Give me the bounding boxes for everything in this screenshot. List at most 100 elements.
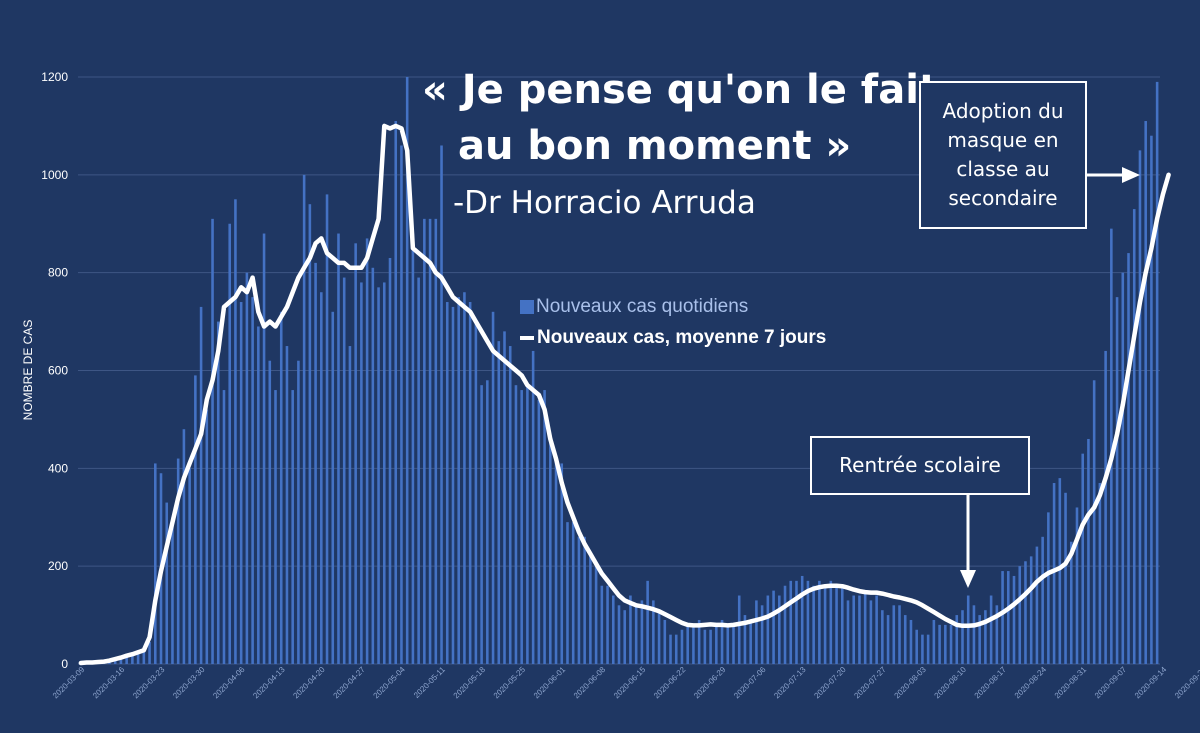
daily-cases-bar [863, 590, 867, 664]
daily-cases-bar [1110, 228, 1113, 664]
daily-cases-bar [382, 282, 386, 664]
quote-attribution: -Dr Horracio Arruda [453, 185, 756, 221]
daily-cases-bar [657, 610, 661, 664]
x-tick-label: 2020-06-01 [532, 665, 568, 701]
daily-cases-bar [709, 629, 712, 664]
y-tick-label: 400 [48, 461, 68, 475]
daily-cases-bar [1098, 483, 1102, 664]
x-tick-label: 2020-04-06 [211, 665, 247, 701]
daily-cases-bar [503, 331, 506, 664]
daily-cases-bar [1041, 536, 1044, 664]
daily-cases-bar [818, 580, 821, 664]
daily-cases-bar [1138, 150, 1142, 664]
daily-cases-bar [274, 390, 277, 664]
daily-cases-bar [909, 619, 913, 664]
daily-cases-bar [697, 619, 701, 664]
daily-cases-bar [262, 233, 266, 665]
daily-cases-bar [1064, 492, 1067, 664]
daily-cases-bar [1035, 546, 1039, 664]
daily-cases-bar [875, 595, 878, 664]
legend: Nouveaux cas quotidiens Nouveaux cas, mo… [520, 291, 826, 353]
daily-cases-bar [846, 600, 850, 664]
daily-cases-bar [606, 585, 609, 664]
y-axis-label: NOMBRE DE CAS [21, 320, 35, 421]
x-tick-label: 2020-08-17 [973, 665, 1009, 701]
daily-cases-bar [795, 580, 798, 664]
daily-cases-bar [400, 145, 403, 664]
daily-cases-bar [680, 629, 684, 664]
daily-cases-bar [737, 595, 741, 664]
daily-cases-bar [1087, 438, 1090, 664]
daily-cases-bar [1104, 350, 1107, 664]
x-tick-label: 2020-07-27 [852, 665, 888, 701]
daily-cases-bar [142, 649, 146, 664]
daily-cases-bar [743, 615, 747, 664]
daily-cases-bar [1092, 380, 1096, 664]
x-tick-label: 2020-09-07 [1093, 665, 1129, 701]
daily-cases-bar [119, 656, 123, 664]
x-tick-label: 2020-07-13 [772, 665, 808, 701]
daily-cases-bar [325, 194, 329, 664]
daily-cases-bar [972, 605, 976, 664]
daily-cases-bar [1012, 575, 1016, 664]
daily-cases-bar [949, 624, 953, 664]
daily-cases-bar [537, 399, 541, 664]
daily-cases-bar [720, 619, 724, 664]
daily-cases-bar [491, 311, 495, 664]
daily-cases-bar [165, 502, 169, 664]
daily-cases-bar [692, 624, 695, 664]
x-tick-label: 2020-03-30 [171, 665, 207, 701]
x-tick-label: 2020-03-16 [91, 665, 127, 701]
daily-cases-bar [337, 233, 340, 665]
daily-cases-bar [766, 595, 770, 664]
x-tick-label: 2020-05-04 [372, 665, 408, 701]
daily-cases-bar [749, 619, 752, 664]
daily-cases-bar [611, 595, 615, 664]
school-annotation-text: Rentrée scolaire [839, 453, 1001, 477]
daily-cases-bar [394, 121, 398, 664]
daily-cases-bar [371, 267, 375, 664]
x-tick-label: 2020-08-31 [1053, 665, 1089, 701]
daily-cases-bar [388, 257, 392, 664]
daily-cases-bar [1029, 556, 1033, 664]
daily-cases-bar [543, 390, 546, 664]
quote: « Je pense qu'on le fait au bon moment » [422, 62, 942, 174]
daily-cases-bar [669, 634, 672, 664]
daily-cases-bar [966, 595, 970, 664]
y-tick-label: 800 [48, 266, 68, 280]
daily-cases-bar [932, 619, 936, 664]
daily-cases-bar [531, 350, 535, 664]
daily-cases-bar [245, 272, 249, 664]
daily-cases-bar [726, 624, 730, 664]
x-tick-label: 2020-07-06 [732, 665, 768, 701]
daily-cases-bar [903, 615, 907, 664]
daily-cases-bar [1052, 483, 1056, 664]
daily-cases-bar [840, 585, 844, 664]
x-tick-label: 2020-06-15 [612, 665, 648, 701]
daily-cases-bar [308, 204, 312, 664]
daily-cases-bar [686, 624, 689, 664]
daily-cases-bar [514, 385, 518, 664]
daily-cases-bar [571, 522, 575, 664]
daily-cases-bar [1127, 253, 1130, 664]
x-tick-label: 2020-09-21 [1173, 665, 1200, 701]
legend-label-line: Nouveaux cas, moyenne 7 jours [537, 326, 827, 348]
daily-cases-bar [216, 321, 220, 664]
daily-cases-bar [428, 218, 432, 664]
y-tick-label: 1200 [41, 70, 68, 84]
daily-cases-bar [623, 610, 627, 664]
daily-cases-bar [251, 297, 254, 664]
daily-cases-bar [474, 321, 478, 664]
daily-cases-bar [1075, 507, 1079, 664]
daily-cases-bar [715, 624, 718, 664]
daily-cases-bar [285, 346, 289, 664]
daily-cases-bar [1115, 297, 1119, 664]
legend-line-swatch [520, 335, 534, 340]
daily-cases-bar [526, 385, 529, 664]
daily-cases-bar [440, 145, 443, 664]
daily-cases-bar [508, 346, 512, 664]
daily-cases-bar [257, 326, 260, 664]
daily-cases-bar [898, 605, 901, 664]
daily-cases-bar [674, 634, 678, 664]
daily-cases-bar [302, 174, 306, 665]
